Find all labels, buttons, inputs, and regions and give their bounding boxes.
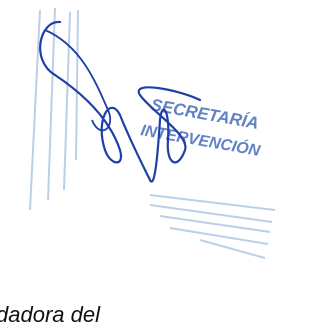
footer-text: dadora del [0,302,101,327]
scan: SECRETARÍA INTERVENCIÓN dadora del [0,0,285,328]
